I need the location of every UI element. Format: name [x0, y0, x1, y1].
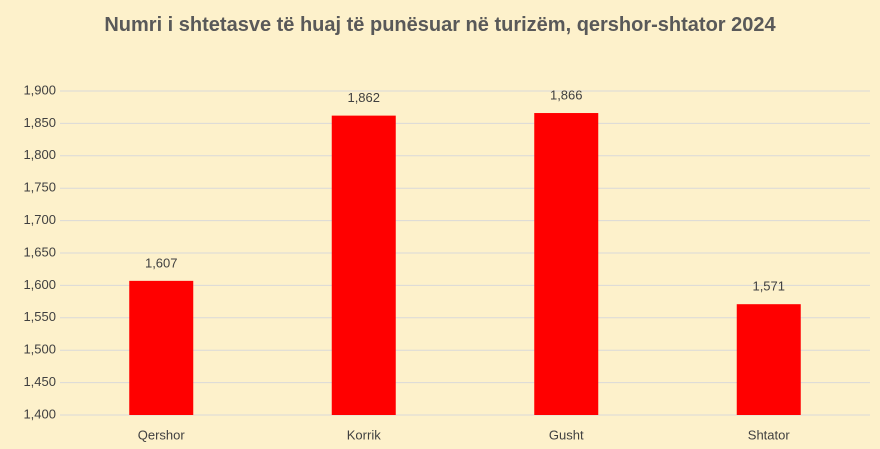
y-tick-label: 1,500 [23, 342, 56, 357]
bar [331, 115, 396, 416]
value-label: 1,862 [347, 90, 380, 105]
chart-title: Numri i shtetasve të huaj të punësuar në… [104, 14, 776, 36]
bar [534, 113, 599, 416]
value-label: 1,571 [752, 279, 785, 294]
y-tick-label: 1,600 [23, 277, 56, 292]
x-tick-label: Qershor [138, 427, 186, 442]
y-tick-label: 1,750 [23, 180, 56, 195]
x-tick-label: Shtator [748, 427, 791, 442]
y-tick-label: 1,650 [23, 244, 56, 259]
value-label: 1,607 [145, 255, 178, 270]
y-tick-label: 1,450 [23, 374, 56, 389]
bar [129, 280, 194, 415]
y-tick-label: 1,850 [23, 115, 56, 130]
y-tick-label: 1,900 [23, 82, 56, 97]
bar [736, 304, 801, 415]
y-tick-label: 1,400 [23, 406, 56, 421]
y-tick-label: 1,800 [23, 147, 56, 162]
x-tick-label: Gusht [549, 427, 584, 442]
y-tick-label: 1,700 [23, 212, 56, 227]
x-tick-label: Korrik [347, 427, 381, 442]
y-tick-label: 1,550 [23, 309, 56, 324]
value-label: 1,866 [550, 87, 583, 102]
